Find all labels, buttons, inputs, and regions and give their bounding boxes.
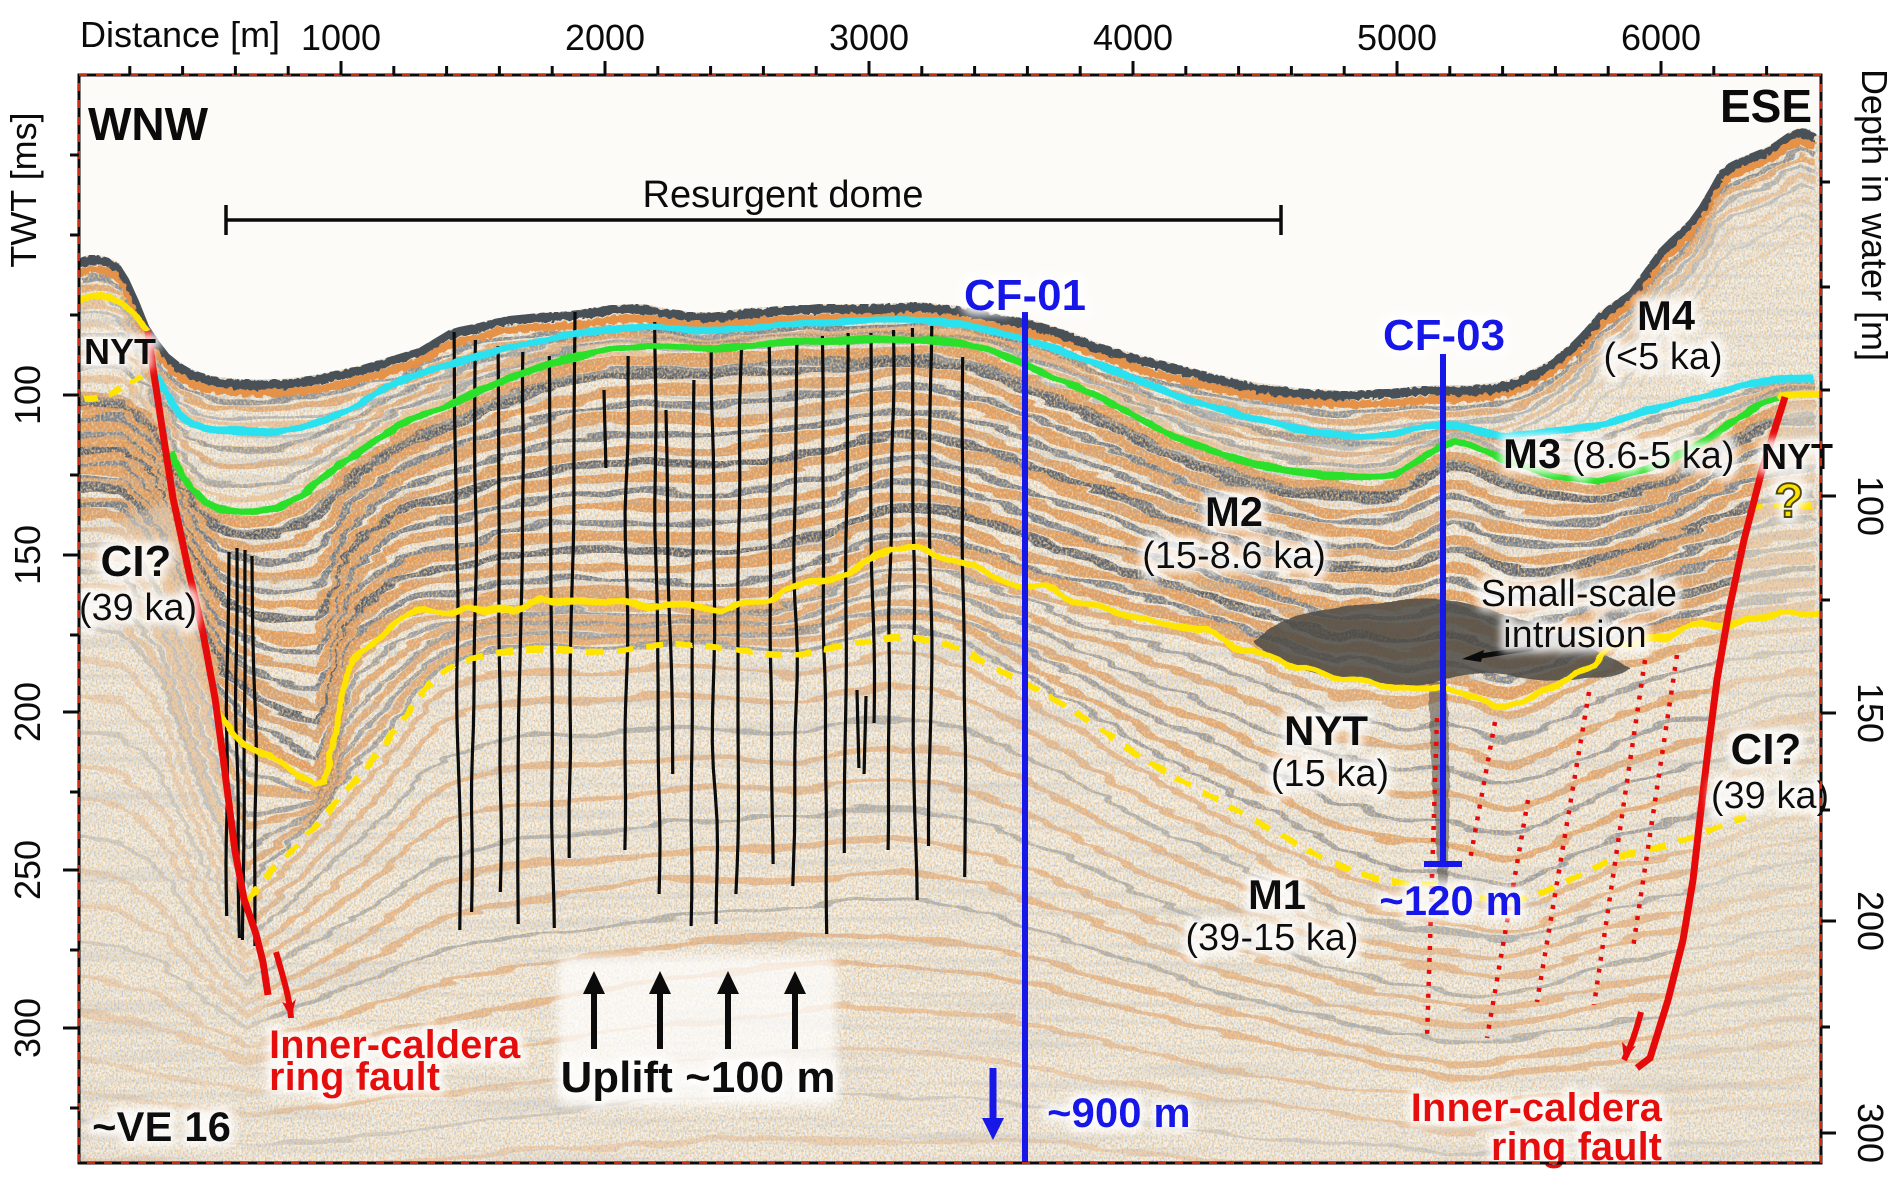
svg-text:CF-01: CF-01 [964, 271, 1086, 320]
svg-text:M4: M4 [1637, 292, 1696, 339]
svg-text:(15-8.6 ka): (15-8.6 ka) [1142, 535, 1326, 577]
svg-text:~120 m: ~120 m [1379, 877, 1523, 924]
svg-text:3000: 3000 [829, 17, 909, 58]
svg-text:~VE 16: ~VE 16 [92, 1103, 231, 1150]
svg-text:100: 100 [1850, 476, 1891, 536]
svg-text:Distance [m]: Distance [m] [80, 14, 280, 55]
svg-text:Depth in water [m]: Depth in water [m] [1854, 69, 1895, 361]
svg-text:Inner-caldera: Inner-caldera [269, 1023, 521, 1067]
svg-text:NYT: NYT [84, 331, 156, 372]
svg-text:M3 (8.6-5 ka): M3 (8.6-5 ka) [1503, 430, 1735, 477]
svg-text:M1: M1 [1248, 871, 1306, 918]
svg-text:~900 m: ~900 m [1047, 1089, 1191, 1136]
svg-text:Resurgent dome: Resurgent dome [643, 174, 924, 216]
svg-text:intrusion: intrusion [1503, 614, 1647, 656]
svg-text:ring fault: ring fault [269, 1055, 440, 1099]
svg-text:?: ? [1774, 475, 1803, 528]
svg-text:CI?: CI? [1731, 725, 1802, 774]
svg-text:NYT: NYT [1284, 707, 1368, 754]
svg-text:M2: M2 [1205, 488, 1263, 535]
svg-text:Inner-caldera: Inner-caldera [1411, 1086, 1663, 1130]
svg-text:ESE: ESE [1720, 80, 1812, 132]
svg-text:100: 100 [7, 365, 48, 425]
svg-text:4000: 4000 [1093, 17, 1173, 58]
svg-text:5000: 5000 [1357, 17, 1437, 58]
svg-text:(39-15 ka): (39-15 ka) [1185, 917, 1358, 959]
svg-text:200: 200 [7, 682, 48, 742]
svg-text:150: 150 [1850, 683, 1891, 743]
svg-text:150: 150 [7, 525, 48, 585]
svg-text:300: 300 [1850, 1103, 1891, 1163]
svg-text:(39 ka): (39 ka) [79, 587, 197, 629]
svg-text:1000: 1000 [301, 17, 381, 58]
svg-text:(15 ka): (15 ka) [1271, 753, 1389, 795]
svg-text:(<5 ka): (<5 ka) [1603, 336, 1722, 378]
svg-text:CF-03: CF-03 [1383, 311, 1505, 360]
svg-text:Uplift ~100 m: Uplift ~100 m [560, 1053, 835, 1102]
svg-text:2000: 2000 [565, 17, 645, 58]
svg-text:300: 300 [7, 998, 48, 1058]
svg-text:(39 ka): (39 ka) [1711, 775, 1829, 817]
svg-text:Small-scale: Small-scale [1481, 573, 1677, 615]
svg-text:250: 250 [7, 840, 48, 900]
svg-text:6000: 6000 [1621, 17, 1701, 58]
svg-text:CI?: CI? [101, 537, 172, 586]
svg-text:WNW: WNW [88, 98, 209, 150]
svg-text:200: 200 [1850, 891, 1891, 951]
svg-text:TWT [ms]: TWT [ms] [3, 112, 44, 267]
